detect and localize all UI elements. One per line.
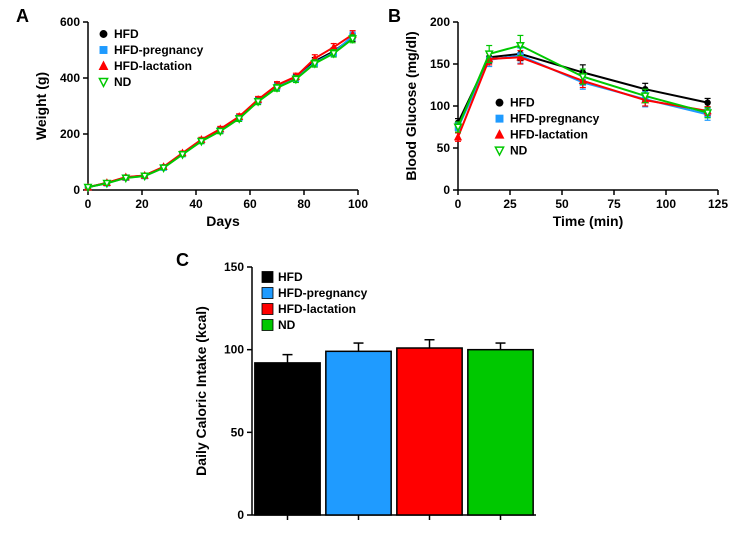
svg-text:60: 60 <box>243 197 257 211</box>
svg-text:0: 0 <box>85 197 92 211</box>
svg-text:HFD-lactation: HFD-lactation <box>114 59 192 73</box>
svg-text:HFD-pregnancy: HFD-pregnancy <box>114 43 204 57</box>
svg-text:25: 25 <box>503 197 517 211</box>
svg-text:200: 200 <box>430 15 450 29</box>
svg-text:80: 80 <box>297 197 311 211</box>
panel-label-c: C <box>176 250 189 271</box>
panel-b-chart: 0 25 50 75 100 125 0 50 100 150 200 Time (min) Blood… <box>400 8 730 238</box>
svg-text:HFD: HFD <box>510 96 535 110</box>
svg-text:600: 600 <box>60 15 80 29</box>
svg-text:50: 50 <box>437 141 451 155</box>
svg-text:150: 150 <box>430 57 450 71</box>
svg-text:HFD-lactation: HFD-lactation <box>510 128 588 142</box>
svg-text:40: 40 <box>189 197 203 211</box>
svg-text:200: 200 <box>60 127 80 141</box>
svg-text:100: 100 <box>430 99 450 113</box>
svg-text:400: 400 <box>60 71 80 85</box>
svg-text:Days: Days <box>206 213 240 229</box>
figure: A 0 20 40 60 80 100 0 200 400 600 Days Weight (g) HF… <box>0 0 736 541</box>
svg-text:75: 75 <box>607 197 621 211</box>
svg-text:0: 0 <box>73 183 80 197</box>
svg-text:0: 0 <box>237 508 244 522</box>
svg-text:ND: ND <box>114 75 132 89</box>
svg-text:Time (min): Time (min) <box>553 213 624 229</box>
svg-text:Blood Glucose (mg/dl): Blood Glucose (mg/dl) <box>403 31 419 180</box>
svg-text:100: 100 <box>656 197 676 211</box>
svg-text:ND: ND <box>278 318 296 332</box>
svg-text:HFD: HFD <box>278 270 303 284</box>
svg-text:HFD-pregnancy: HFD-pregnancy <box>510 112 600 126</box>
svg-text:Daily Caloric Intake (kcal): Daily Caloric Intake (kcal) <box>193 306 209 476</box>
svg-text:HFD-pregnancy: HFD-pregnancy <box>278 286 368 300</box>
svg-text:HFD-lactation: HFD-lactation <box>278 302 356 316</box>
svg-text:50: 50 <box>231 425 245 439</box>
panel-a-chart: 0 20 40 60 80 100 0 200 400 600 Days Weight (g) HFD H… <box>30 8 370 238</box>
panel-label-a: A <box>16 6 29 27</box>
svg-text:HFD: HFD <box>114 27 139 41</box>
svg-text:Weight (g): Weight (g) <box>33 72 49 140</box>
panel-c-chart: 0 50 100 150 Daily Caloric Intake (kcal) HFD H… <box>190 255 550 535</box>
svg-text:150: 150 <box>224 260 244 274</box>
svg-text:125: 125 <box>708 197 728 211</box>
svg-text:50: 50 <box>555 197 569 211</box>
svg-text:ND: ND <box>510 144 528 158</box>
svg-text:100: 100 <box>348 197 368 211</box>
svg-text:20: 20 <box>135 197 149 211</box>
svg-text:100: 100 <box>224 343 244 357</box>
svg-text:0: 0 <box>455 197 462 211</box>
svg-text:0: 0 <box>443 183 450 197</box>
